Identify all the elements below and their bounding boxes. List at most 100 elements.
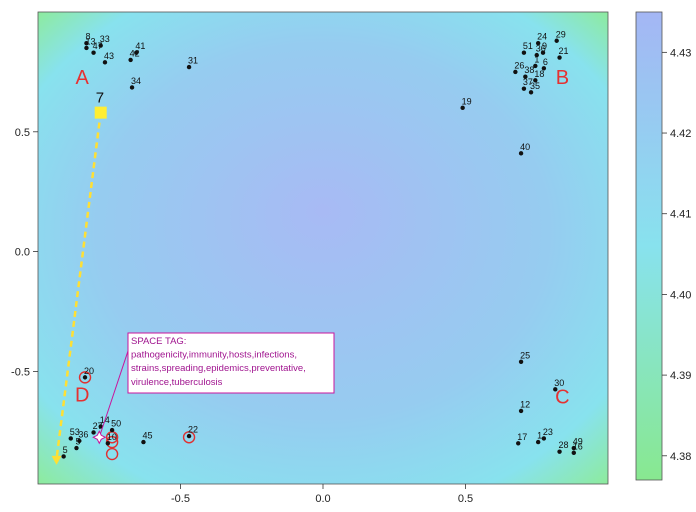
data-point[interactable]: [102, 60, 108, 65]
axes: -0.5 0.0 0.5 -0.5 0.0 0.5: [11, 127, 473, 505]
y-tick-label: -0.5: [11, 366, 30, 378]
colorbar-tick-label: 4.39: [670, 370, 691, 382]
data-point[interactable]: [521, 86, 527, 91]
data-point[interactable]: [516, 441, 521, 446]
colorbar-tick-label: 4.40: [670, 289, 691, 301]
data-point[interactable]: [84, 40, 89, 46]
point-label: 25: [520, 350, 530, 360]
data-point[interactable]: [77, 438, 82, 444]
point-label: 1: [537, 431, 542, 441]
colorbar-tick-label: 4.41: [670, 209, 691, 221]
point-label: 49: [573, 437, 583, 447]
data-point[interactable]: [98, 43, 103, 48]
data-point[interactable]: [518, 151, 524, 156]
point-label: 9: [542, 41, 547, 51]
colorbar-tick-label: 4.42: [670, 128, 691, 140]
point-label: 1: [534, 54, 539, 64]
x-tick-label: -0.5: [171, 493, 190, 505]
data-point[interactable]: [571, 445, 576, 451]
y-tick-label: 0.0: [15, 247, 30, 259]
point-label: 38: [524, 65, 534, 75]
data-point[interactable]: [91, 430, 96, 435]
data-point[interactable]: [84, 45, 89, 51]
point-label: 27: [93, 421, 103, 431]
point-label: 12: [520, 399, 530, 409]
data-point[interactable]: [68, 436, 73, 441]
data-point[interactable]: [61, 454, 66, 459]
point-label: 36: [78, 429, 88, 439]
point-label: 19: [462, 96, 472, 106]
data-point[interactable]: [129, 85, 135, 90]
data-point[interactable]: [541, 66, 547, 71]
data-point[interactable]: [98, 424, 103, 429]
colorbar-ticks: 4.43 4.42 4.41 4.40 4.39 4.38: [662, 47, 691, 463]
data-point[interactable]: [91, 50, 96, 55]
colorbar-tick-label: 4.43: [670, 47, 691, 59]
data-point[interactable]: [541, 436, 547, 441]
data-point[interactable]: [518, 408, 524, 414]
data-point[interactable]: [109, 427, 115, 433]
data-point[interactable]: [105, 441, 111, 446]
data-point[interactable]: [571, 450, 576, 456]
point-label: 53: [70, 427, 80, 437]
data-point[interactable]: [533, 78, 538, 83]
point-label: 36: [536, 44, 546, 54]
data-point[interactable]: [460, 105, 465, 111]
data-point[interactable]: [557, 55, 562, 60]
data-point[interactable]: [533, 63, 538, 69]
point-label: 45: [142, 431, 152, 441]
data-point[interactable]: [186, 64, 192, 70]
point-label: 33: [100, 34, 110, 44]
point-label: 37: [523, 77, 533, 87]
point-label: 5: [75, 437, 80, 447]
move-arrow-head: [51, 455, 62, 465]
point-label: 5: [63, 445, 68, 455]
corner-label: B: [556, 67, 569, 89]
corner-label: D: [75, 384, 89, 406]
point-label: 10: [107, 432, 117, 442]
data-point[interactable]: [518, 359, 524, 365]
point-label: 41: [135, 41, 145, 51]
data-point[interactable]: [74, 445, 79, 451]
selected-point-marker[interactable]: [94, 106, 107, 119]
point-label: 13: [85, 36, 95, 46]
tag-text-line: pathogenicity,immunity,hosts,infections,: [131, 350, 297, 361]
point-label: 43: [104, 51, 114, 61]
data-point[interactable]: [141, 439, 146, 445]
data-point[interactable]: [534, 52, 539, 58]
data-point[interactable]: [535, 439, 541, 445]
data-point[interactable]: [535, 40, 541, 46]
point-label: 16: [573, 441, 583, 451]
tag-text-line: SPACE TAG:: [131, 336, 186, 347]
points-layer: 8331347434241343119405124292136926163818…: [61, 29, 583, 459]
point-label: 30: [554, 378, 564, 388]
point-label: 21: [559, 46, 569, 56]
corner-label: A: [76, 67, 90, 89]
x-tick-label: 0.0: [315, 493, 330, 505]
point-label: 6: [543, 57, 548, 67]
data-point[interactable]: [128, 57, 133, 63]
data-point[interactable]: [521, 50, 527, 55]
point-label: 47: [93, 41, 103, 51]
highlight-circle: [105, 447, 119, 461]
data-point[interactable]: [82, 375, 88, 380]
data-point[interactable]: [186, 433, 192, 439]
selected-point-label: 7: [96, 90, 104, 107]
move-arrow-line: [55, 112, 102, 459]
data-point[interactable]: [134, 50, 139, 55]
point-label: 26: [514, 60, 524, 70]
data-point[interactable]: [523, 74, 528, 79]
data-point[interactable]: [513, 69, 518, 75]
point-label: 24: [537, 32, 547, 42]
data-point[interactable]: [528, 90, 534, 95]
heatmap-background: [38, 12, 608, 484]
data-point[interactable]: [553, 387, 558, 392]
data-point[interactable]: [557, 449, 562, 454]
data-point[interactable]: [554, 38, 559, 43]
point-label: 50: [111, 419, 121, 429]
point-label: 18: [534, 69, 544, 79]
data-point[interactable]: [540, 50, 546, 55]
point-label: 28: [559, 440, 569, 450]
highlight-circle: [182, 431, 196, 444]
